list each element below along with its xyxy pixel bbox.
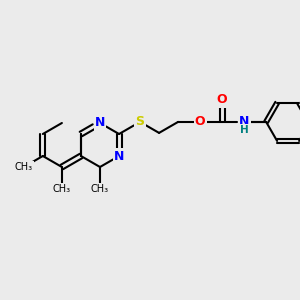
Text: S: S — [136, 116, 145, 128]
Text: CH₃: CH₃ — [91, 184, 109, 194]
Text: N: N — [95, 116, 105, 130]
Text: N: N — [114, 149, 124, 163]
Text: H: H — [240, 125, 248, 135]
Text: O: O — [217, 93, 227, 106]
Text: CH₃: CH₃ — [53, 184, 71, 194]
Text: CH₃: CH₃ — [15, 162, 33, 172]
Text: O: O — [195, 116, 206, 128]
Text: N: N — [239, 116, 249, 128]
